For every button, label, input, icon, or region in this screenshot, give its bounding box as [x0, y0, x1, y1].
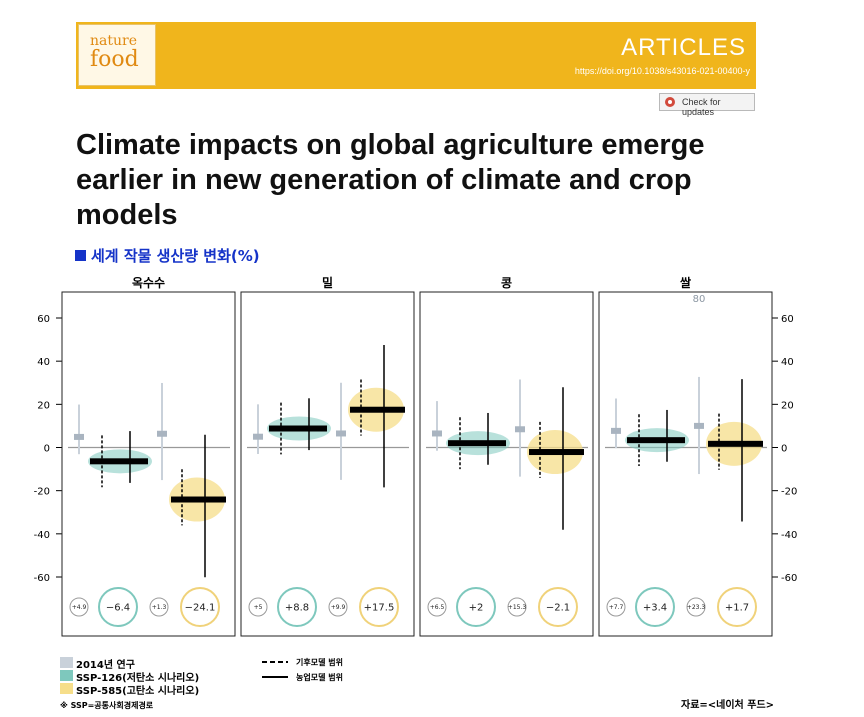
legend-label-2014: 2014년 연구 — [76, 660, 135, 671]
value-circle — [359, 587, 399, 627]
study2014-marker — [611, 427, 621, 434]
y-tick-label-right: -20 — [781, 487, 797, 498]
value-circle-label: +17.5 — [364, 602, 395, 613]
value-circle — [149, 597, 169, 617]
y-tick-label-right: -40 — [781, 530, 797, 541]
y-tick-label-left: 0 — [44, 444, 50, 455]
article-title: Climate impacts on global agriculture em… — [76, 129, 705, 231]
value-circle — [686, 597, 706, 617]
legend-swatch-ssp126 — [60, 670, 73, 681]
journal-banner — [76, 22, 756, 89]
value-circle-label: +1.7 — [725, 602, 749, 613]
value-circle — [277, 587, 317, 627]
ssp126-median — [627, 437, 685, 444]
study2014-marker-2 — [515, 426, 525, 433]
crossmark-icon — [665, 97, 675, 107]
legend-label-ssp126: SSP-126(저탄소 시나리오) — [76, 673, 200, 684]
value-circle — [248, 597, 268, 617]
value-circle-label: +2 — [469, 602, 484, 613]
value-circle — [427, 597, 447, 617]
y-tick-label-left: 20 — [37, 400, 50, 411]
ssp585-median — [529, 449, 584, 456]
panel-title: 쌀 — [680, 276, 691, 290]
legend-dashed-label: 기후모델 범위 — [296, 658, 343, 667]
doi-link[interactable]: https://doi.org/10.1038/s43016-021-00400… — [574, 66, 750, 76]
panel-frame — [240, 291, 415, 637]
y-tick-label-left: 60 — [37, 314, 50, 325]
logo-food-text: food — [90, 47, 139, 72]
legend-note: ※ SSP=공통사회경제경로 — [60, 701, 154, 710]
value-circle — [98, 587, 138, 627]
value-circle-label: +7.7 — [609, 604, 624, 611]
y-tick-label-left: -40 — [34, 530, 50, 541]
study2014-marker-2 — [157, 430, 167, 437]
check-updates-label: Check for updates — [682, 97, 721, 117]
value-circle — [538, 587, 578, 627]
panel-title: 옥수수 — [132, 275, 165, 290]
section-label: ARTICLES — [621, 34, 746, 61]
y-tick-label-right: 0 — [781, 444, 787, 455]
value-circle-label: −2.1 — [546, 602, 570, 613]
y-tick-label-right: -60 — [781, 573, 797, 584]
value-circle — [717, 587, 757, 627]
value-circle — [507, 597, 527, 617]
ssp585-median — [171, 496, 226, 503]
value-circle-label: +4.9 — [72, 604, 87, 611]
panel-title: 밀 — [322, 276, 333, 290]
chart-subtitle-text: 세계 작물 생산량 변화(%) — [91, 247, 260, 265]
value-circle-label: +23.3 — [687, 604, 706, 611]
study2014-marker — [74, 433, 84, 440]
chart-subtitle: 세계 작물 생산량 변화(%) — [75, 245, 260, 266]
journal-logo[interactable]: nature food — [78, 24, 156, 86]
y-tick-label-left: -20 — [34, 487, 50, 498]
value-circle-label: +6.5 — [430, 604, 445, 611]
study2014-marker-2 — [336, 430, 346, 437]
ssp126-median — [448, 440, 506, 447]
value-circle — [69, 597, 89, 617]
y-tick-label-right: 60 — [781, 314, 794, 325]
study2014-marker-2 — [694, 422, 704, 429]
value-circle-label: +15.3 — [508, 604, 527, 611]
value-circle-label: −24.1 — [185, 602, 216, 613]
check-updates-button[interactable]: Check for updates — [659, 93, 755, 117]
ssp585-median — [708, 440, 763, 447]
value-circle — [328, 597, 348, 617]
value-circle-label: +9.9 — [331, 604, 346, 611]
legend-swatch-ssp585 — [60, 683, 73, 694]
value-circle-label: +5 — [254, 604, 263, 611]
value-circle-label: +1.3 — [152, 604, 167, 611]
value-circle — [635, 587, 675, 627]
logo-nature-text: nature — [90, 33, 137, 49]
ssp126-median — [269, 425, 327, 432]
source-credit: 자료=<네이처 푸드> — [681, 700, 775, 711]
panel-title: 콩 — [501, 276, 512, 290]
y-tick-label-left: 40 — [37, 357, 50, 368]
legend-solid-label: 농업모델 범위 — [296, 673, 343, 682]
y-tick-label-right: 40 — [781, 357, 794, 368]
value-circle-label: +8.8 — [285, 602, 309, 613]
study2014-marker — [432, 430, 442, 437]
value-circle-label: +3.4 — [643, 602, 667, 613]
ssp585-median — [350, 406, 405, 413]
legend-swatch-2014 — [60, 657, 73, 668]
value-circle-label: −6.4 — [106, 602, 130, 613]
y-tick-label-right: 20 — [781, 400, 794, 411]
ssp126-median — [90, 458, 148, 465]
value-circle — [456, 587, 496, 627]
legend-label-ssp585: SSP-585(고탄소 시나리오) — [76, 686, 200, 697]
y-tick-label-left: -60 — [34, 573, 50, 584]
outlier-label: 80 — [693, 294, 706, 305]
value-circle — [606, 597, 626, 617]
study2014-marker — [253, 433, 263, 440]
square-bullet-icon — [75, 250, 86, 261]
value-circle — [180, 587, 220, 627]
